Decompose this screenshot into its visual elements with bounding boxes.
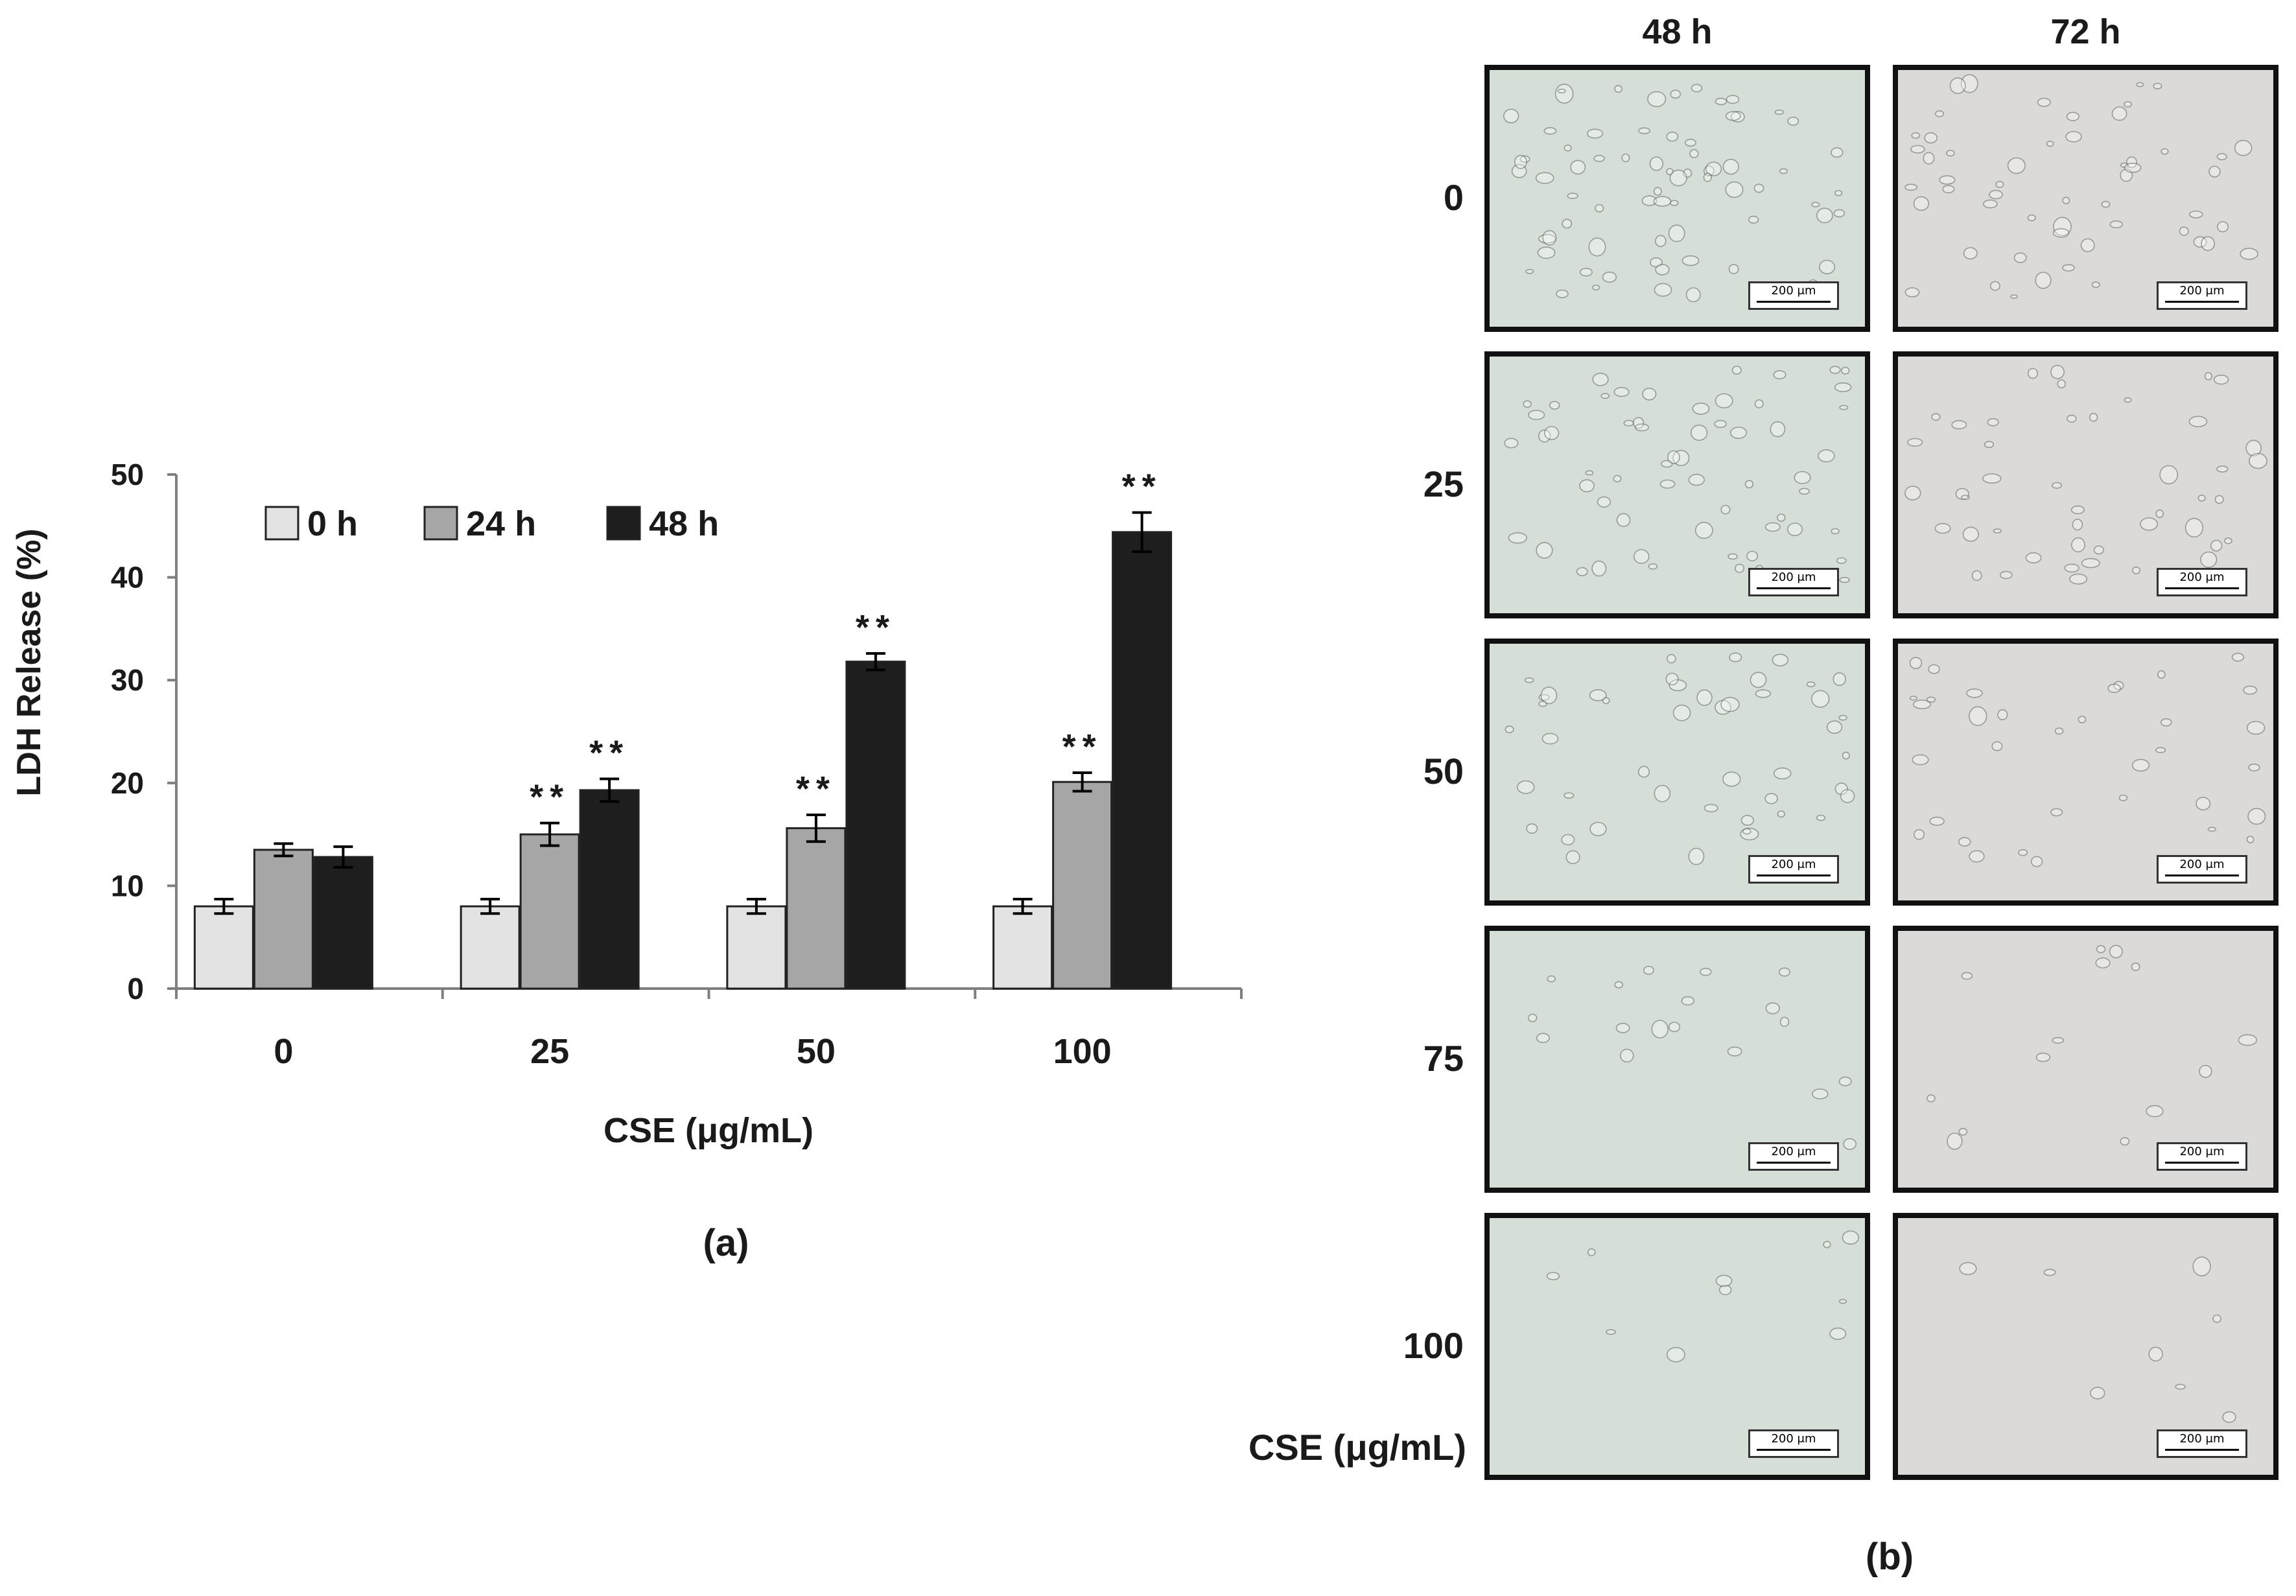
micrograph-image: 200 μm — [1893, 351, 2278, 618]
scale-bar: 200 μm — [1748, 855, 1839, 884]
legend-label: 24 h — [466, 504, 536, 543]
legend-label: 48 h — [649, 504, 719, 543]
x-tick-label: 50 — [797, 1032, 836, 1071]
row-label: 0 — [1443, 177, 1464, 218]
legend-swatch — [606, 506, 641, 541]
bar — [786, 827, 847, 990]
micrograph-image: 200 μm — [1893, 1213, 2278, 1480]
y-tick-label: 0 — [127, 972, 144, 1005]
significance-marker: ** — [530, 778, 570, 817]
cell-texture — [1527, 965, 1857, 1150]
significance-marker: ** — [856, 608, 896, 647]
legend-label: 0 h — [307, 504, 358, 543]
y-tick-label: 10 — [111, 869, 144, 902]
legend-swatch — [264, 506, 299, 541]
bar — [726, 905, 787, 990]
micrograph-image: 200 μm — [1893, 639, 2278, 906]
micrograph-image: 200 μm — [1484, 65, 1870, 332]
scale-bar: 200 μm — [1748, 1429, 1839, 1458]
scale-bar: 200 μm — [1748, 568, 1839, 596]
significance-marker: ** — [589, 733, 629, 772]
cell-texture — [1909, 652, 2266, 867]
legend-swatch — [423, 506, 458, 541]
panel-a-caption: (a) — [703, 1222, 749, 1264]
bar — [1112, 531, 1173, 990]
scale-bar: 200 μm — [2157, 1142, 2247, 1171]
micrograph-image: 200 μm — [1484, 351, 1870, 618]
row-label: 50 — [1423, 751, 1464, 792]
scale-bar: 200 μm — [2157, 855, 2247, 884]
column-header: 72 h — [2050, 12, 2121, 51]
y-tick-label: 30 — [111, 663, 144, 697]
micrograph-axis-label: CSE (μg/mL) — [1248, 1427, 1466, 1468]
bar — [1052, 780, 1113, 990]
panel-b-caption: (b) — [1866, 1536, 1914, 1578]
bar — [193, 905, 254, 990]
significance-marker: ** — [796, 769, 836, 808]
y-tick-label: 40 — [111, 561, 144, 594]
bar — [845, 661, 906, 990]
scale-bar: 200 μm — [2157, 568, 2247, 596]
significance-marker: ** — [1062, 727, 1103, 766]
row-label: 25 — [1423, 464, 1464, 504]
cell-texture — [1546, 1230, 1859, 1363]
micrograph-image: 200 μm — [1484, 926, 1870, 1193]
y-tick-label: 20 — [111, 766, 144, 800]
cell-texture — [1904, 74, 2258, 299]
column-header: 48 h — [1642, 12, 1713, 51]
micrograph-image: 200 μm — [1893, 926, 2278, 1193]
cell-texture — [1959, 1256, 2236, 1423]
bar — [312, 856, 373, 990]
scale-bar: 200 μm — [2157, 281, 2247, 310]
bar — [253, 849, 314, 990]
scale-bar: 200 μm — [1748, 1142, 1839, 1171]
x-tick-label: 100 — [1053, 1032, 1112, 1071]
cell-texture — [1927, 945, 2257, 1150]
x-axis-title: CSE (μg/mL) — [603, 1111, 814, 1150]
cell-texture — [1503, 84, 1845, 303]
micrograph-image: 200 μm — [1484, 639, 1870, 906]
micrograph-image: 200 μm — [1484, 1213, 1870, 1480]
y-tick-label: 50 — [111, 458, 144, 491]
ldh-bar-chart: 0 10 20 30 40 50 0 ** ** 25 ** ** 50 ** ** 100 LDH Relea… — [10, 458, 1243, 1264]
significance-marker: ** — [1122, 467, 1162, 506]
cell-texture — [1505, 652, 1855, 865]
bar — [992, 905, 1053, 990]
micrograph-image: 200 μm — [1893, 65, 2278, 332]
row-label: 100 — [1403, 1325, 1464, 1366]
row-label: 75 — [1423, 1038, 1464, 1079]
bar — [460, 905, 521, 990]
cell-texture — [1904, 364, 2267, 585]
x-tick-label: 25 — [530, 1032, 569, 1071]
x-tick-label: 0 — [274, 1032, 293, 1071]
bar — [519, 833, 580, 990]
bar — [579, 789, 640, 990]
scale-bar: 200 μm — [1748, 281, 1839, 310]
y-axis-title: LDH Release (%) — [10, 528, 48, 796]
scale-bar: 200 μm — [2157, 1429, 2247, 1458]
